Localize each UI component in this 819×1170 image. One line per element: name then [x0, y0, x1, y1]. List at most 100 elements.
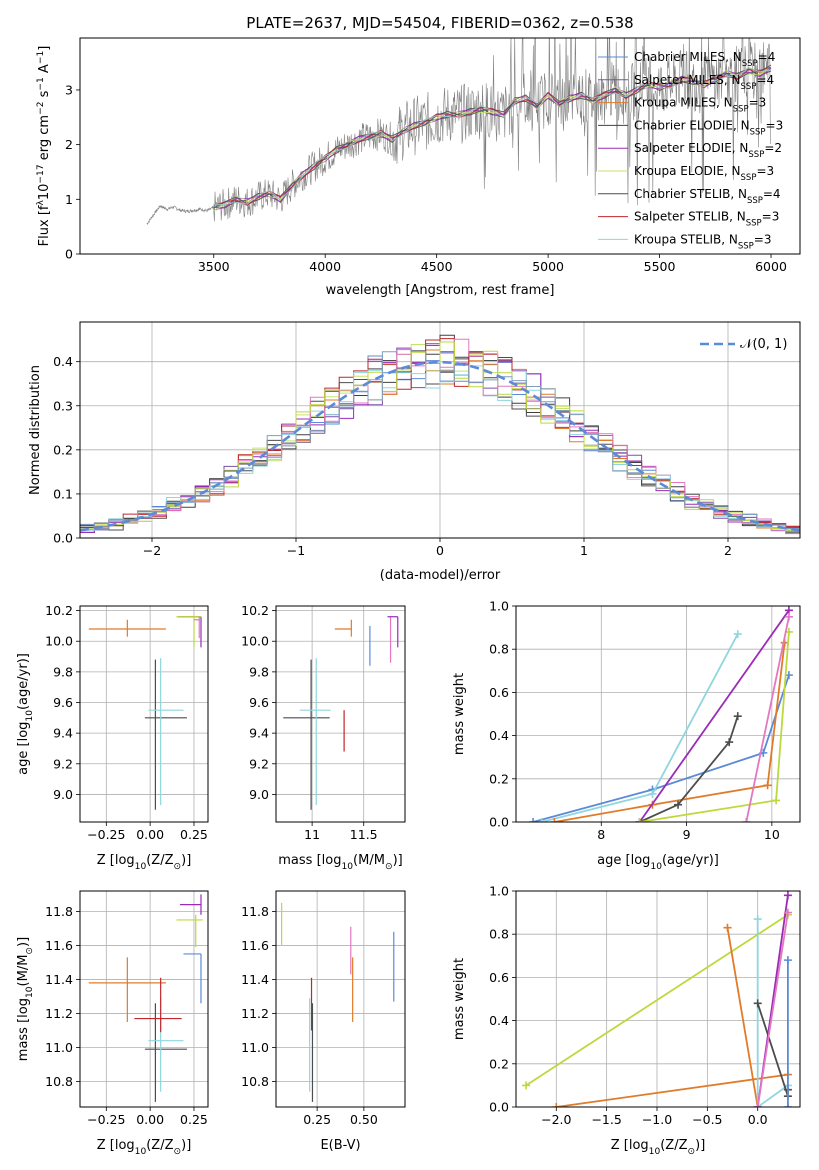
label-part: −1	[36, 77, 46, 90]
data-spectrum-line	[146, 38, 771, 226]
axes-frame	[79, 890, 209, 1108]
weight-marker	[783, 908, 792, 917]
label-part: 10	[650, 862, 662, 872]
y-tick-label: 0.8	[489, 927, 509, 942]
weight-series-3	[756, 919, 789, 1107]
legend-entry: Kroupa STELIB, NSSP=3	[634, 232, 772, 251]
y-tick-label: 11.2	[241, 1006, 269, 1021]
weight-marker	[783, 956, 792, 965]
label-part: 10	[25, 710, 35, 722]
axes-frame	[79, 605, 209, 823]
label-part: ⊙	[174, 862, 182, 872]
legend-entry: Salpeter MILES, NSSP=4	[634, 73, 774, 92]
label-part: mass [log	[16, 998, 31, 1061]
y-tick-label: 10.2	[45, 603, 73, 618]
x-axis-label: mass [log10(M/M⊙)]	[278, 853, 402, 872]
label-part: Flux [f	[37, 205, 52, 246]
label-part: (age/yr)]	[16, 653, 31, 710]
plot-area	[522, 891, 792, 1107]
x-tick-label: 5500	[644, 259, 676, 274]
weight-marker	[674, 800, 683, 809]
x-tick-label: 6000	[755, 259, 787, 274]
x-tick-label: 0.25	[180, 827, 208, 842]
weight-marker	[784, 612, 793, 621]
y-tick-label: 3	[65, 82, 73, 97]
y-tick-label: 0.4	[53, 354, 73, 369]
plot-area	[283, 616, 399, 810]
weight-marker	[529, 818, 538, 822]
label-part: 10	[37, 184, 52, 201]
y-tick-label: 0	[65, 247, 73, 262]
label-part: (Z/Z	[660, 1138, 687, 1153]
x-axis-label: wavelength [Angstrom, rest frame]	[326, 283, 555, 298]
legend-name: Chabrier ELODIE, N	[634, 118, 750, 132]
y-tick-label: 9.0	[249, 787, 269, 802]
x-axis-label: Z [log10(Z/Z⊙)]	[97, 853, 192, 872]
x-tick-label: 2	[724, 543, 732, 558]
y-tick-label: 1	[65, 192, 73, 207]
weight-marker	[725, 738, 734, 747]
label-part: (M/M	[353, 853, 385, 868]
x-tick-label: 8	[597, 827, 605, 842]
y-tick-label: 1.0	[489, 884, 509, 899]
x-axis-label: E(B-V)	[320, 1138, 360, 1153]
legend-entry: Kroupa ELODIE, NSSP=3	[634, 164, 774, 183]
legend-name: Salpeter ELODIE, N	[634, 141, 748, 155]
y-tick-label: 9.4	[249, 726, 269, 741]
legend-nssp: =4	[756, 73, 774, 87]
label-part: )]	[181, 1138, 191, 1153]
y-tick-label: 10.2	[241, 603, 269, 618]
figure-title: PLATE=2637, MJD=54504, FIBERID=0362, z=0…	[246, 14, 633, 32]
panel-z_vs_mass: −0.25 0.00 0.25 10.8 11.0 11.2 11.4 11.6 11.8 Z […	[16, 890, 209, 1157]
weight-series-2	[554, 642, 786, 822]
y-tick-label: 11.4	[241, 972, 269, 987]
label-part: (M/M	[16, 955, 31, 987]
panel-ebv_vs_mass: 0.25 0.50 10.8 11.0 11.2 11.4 11.6 11.8 E(B-V)	[241, 890, 406, 1153]
weight-marker	[648, 789, 657, 798]
label-part: (Z/Z	[146, 853, 173, 868]
y-tick-label: 11.4	[45, 972, 73, 987]
weight-marker	[753, 915, 762, 924]
y-tick-label: 9.2	[249, 756, 269, 771]
x-axis-label: Z [log10(Z/Z⊙)]	[97, 1138, 192, 1157]
label-part: 10	[649, 1147, 661, 1157]
x-tick-label: 1	[580, 543, 588, 558]
x-axis-label: Z [log10(Z/Z⊙)]	[611, 1138, 706, 1157]
weight-series-6	[756, 912, 789, 1107]
legend-sub: SSP	[742, 59, 758, 69]
weight-marker	[550, 818, 559, 822]
label-part: Z [log	[97, 853, 135, 868]
label-part: ⊙	[688, 1147, 696, 1157]
label-part: Z [log	[611, 1138, 649, 1153]
label-part: A	[37, 64, 52, 77]
y-tick-label: 9.2	[53, 756, 73, 771]
y-axis-label: Normed distribution	[28, 365, 43, 495]
legend-nssp: =4	[763, 187, 781, 201]
y-tick-label: 0.1	[53, 486, 73, 501]
x-tick-label: −1.5	[591, 1112, 621, 1127]
label-part: ]	[37, 46, 52, 51]
label-part: ⊙	[174, 1147, 182, 1157]
legend-sub: SSP	[748, 150, 764, 160]
model-curve-4	[213, 68, 772, 211]
axes-frame	[79, 321, 801, 539]
weight-series-3	[638, 609, 790, 822]
y-tick-label: 11.2	[45, 1006, 73, 1021]
legend-sub: SSP	[741, 173, 757, 183]
label-part: 10	[341, 862, 353, 872]
x-tick-label: 4000	[309, 259, 341, 274]
legend-entry: Chabrier STELIB, NSSP=4	[634, 187, 781, 206]
y-tick-label: 9.6	[53, 695, 73, 710]
label-part: −2	[36, 102, 46, 115]
legend-name: Chabrier MILES, N	[634, 50, 742, 64]
weight-marker	[763, 781, 772, 790]
y-tick-label: 11.8	[241, 904, 269, 919]
x-tick-label: 3500	[198, 259, 230, 274]
x-tick-label: −2.0	[541, 1112, 571, 1127]
y-tick-label: 11.0	[241, 1040, 269, 1055]
x-tick-label: 5000	[532, 259, 564, 274]
legend-entry: Salpeter STELIB, NSSP=3	[634, 210, 779, 229]
legend-nssp: =3	[762, 210, 780, 224]
x-tick-label: 0.25	[303, 1112, 331, 1127]
panel-mass_vs_age: 11 11.5 9.0 9.2 9.4 9.6 9.8 10.0 10.2 mass [log10…	[241, 603, 406, 872]
